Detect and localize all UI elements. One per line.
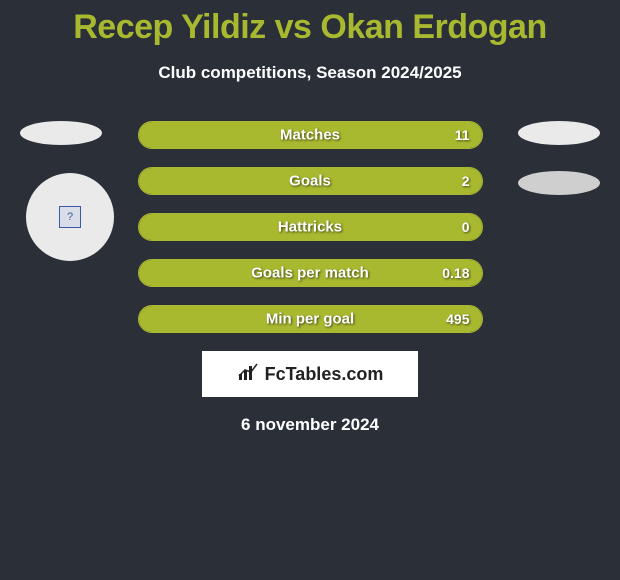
avatar-missing-icon: ? (59, 206, 81, 228)
page-title: Recep Yildiz vs Okan Erdogan (0, 0, 620, 47)
stat-value: 0.18 (442, 265, 469, 281)
stat-value: 11 (455, 127, 470, 143)
logo-box: FcTables.com (202, 351, 418, 397)
stat-value: 495 (446, 311, 469, 327)
stat-row: Hattricks 0 (138, 213, 483, 241)
stat-row: Matches 11 (138, 121, 483, 149)
stat-label: Min per goal (266, 311, 354, 328)
logo: FcTables.com (237, 362, 384, 387)
stat-row: Goals per match 0.18 (138, 259, 483, 287)
stats-area: ? Matches 11 Goals 2 Hattricks 0 Goals per mat… (0, 121, 620, 333)
date-label: 6 november 2024 (0, 415, 620, 435)
logo-text: FcTables.com (265, 364, 384, 385)
player-left-placeholder (20, 121, 102, 145)
stat-value: 0 (462, 219, 470, 235)
stat-row: Goals 2 (138, 167, 483, 195)
stat-label: Goals (289, 173, 331, 190)
player-right-placeholder-1 (518, 121, 600, 145)
stat-label: Matches (280, 127, 340, 144)
chart-icon (237, 362, 261, 387)
stat-row: Min per goal 495 (138, 305, 483, 333)
stat-value: 2 (462, 173, 470, 189)
player-right-placeholder-2 (518, 171, 600, 195)
stat-label: Goals per match (251, 265, 369, 282)
player-left-avatar: ? (26, 173, 114, 261)
stat-label: Hattricks (278, 219, 342, 236)
subtitle: Club competitions, Season 2024/2025 (0, 63, 620, 83)
